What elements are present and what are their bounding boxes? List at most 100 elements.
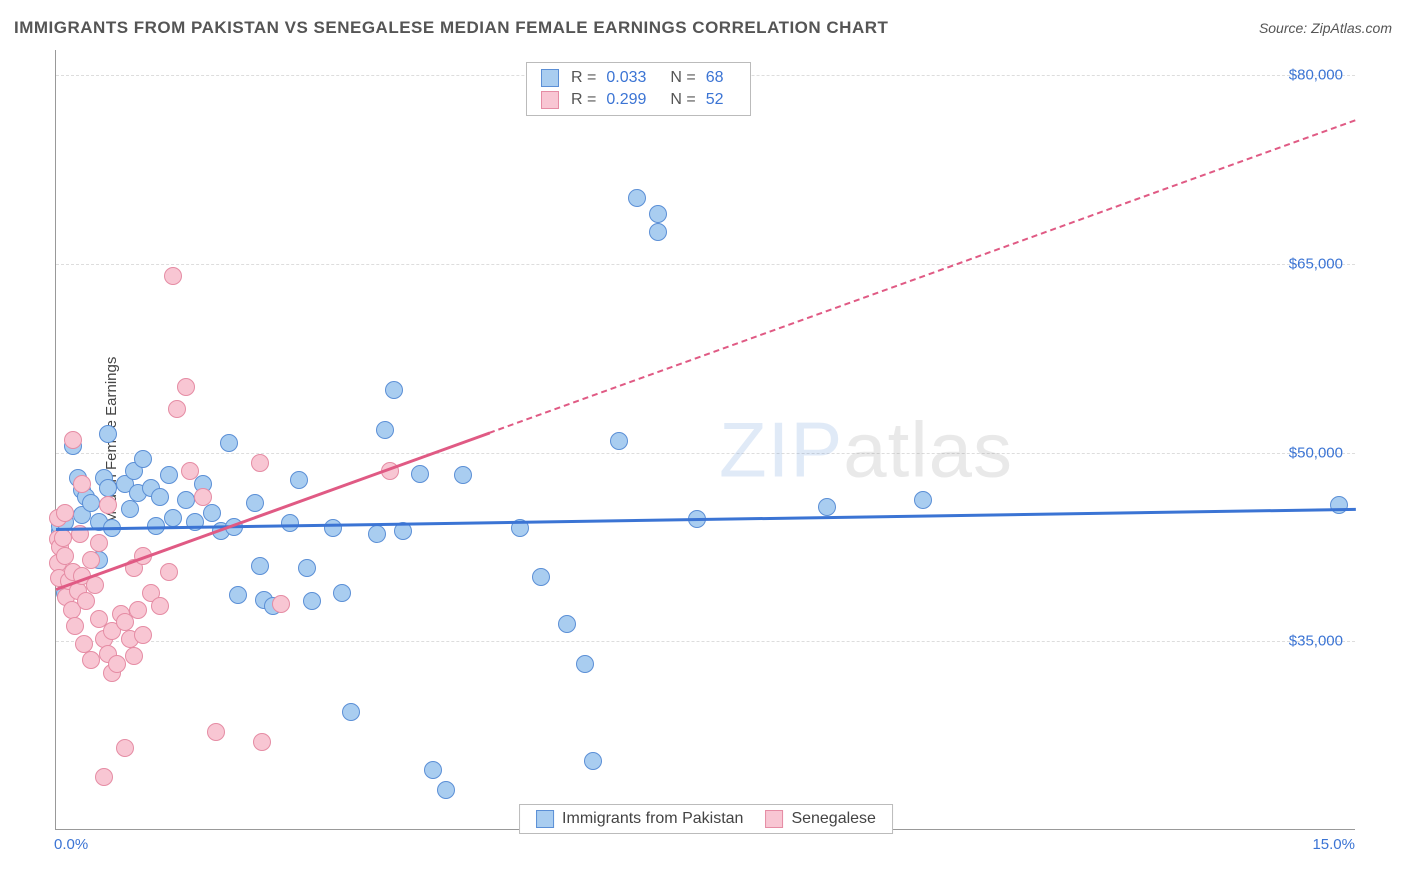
scatter-point [181,462,199,480]
legend-swatch [536,810,554,828]
scatter-point [99,479,117,497]
scatter-point [251,454,269,472]
scatter-point [220,434,238,452]
gridline [56,264,1355,265]
scatter-point [99,496,117,514]
scatter-point [628,189,646,207]
scatter-point [73,475,91,493]
scatter-point [54,529,72,547]
scatter-point [108,655,126,673]
watermark: ZIPatlas [719,405,1013,496]
y-tick-label: $35,000 [1289,633,1343,650]
legend-label: Senegalese [791,810,876,828]
scatter-point [164,509,182,527]
x-tick-label: 15.0% [1312,836,1355,853]
scatter-point [121,500,139,518]
scatter-point [160,563,178,581]
scatter-point [151,597,169,615]
legend-swatch [541,91,559,109]
stat-r-value: 0.299 [606,91,646,109]
scatter-point [177,378,195,396]
scatter-point [298,559,316,577]
scatter-point [129,601,147,619]
stat-r-label: R = [571,91,596,109]
scatter-plot: Median Female Earnings $35,000$50,000$65… [55,50,1355,830]
scatter-point [558,615,576,633]
scatter-point [368,525,386,543]
scatter-point [342,703,360,721]
stat-n-value: 52 [706,91,724,109]
scatter-point [1330,496,1348,514]
scatter-point [177,491,195,509]
scatter-point [125,647,143,665]
scatter-point [437,781,455,799]
scatter-point [324,519,342,537]
title-bar: IMMIGRANTS FROM PAKISTAN VS SENEGALESE M… [14,18,1392,38]
scatter-point [75,635,93,653]
scatter-point [134,626,152,644]
x-tick-label: 0.0% [54,836,88,853]
scatter-point [333,584,351,602]
scatter-point [99,425,117,443]
gridline [56,453,1355,454]
scatter-point [203,504,221,522]
scatter-point [454,466,472,484]
scatter-point [160,466,178,484]
y-tick-label: $50,000 [1289,444,1343,461]
y-tick-label: $65,000 [1289,255,1343,272]
stat-r-value: 0.033 [606,69,646,87]
scatter-point [914,491,932,509]
legend-swatch [541,69,559,87]
stats-legend: R = 0.033 N = 68 R = 0.299 N = 52 [526,62,751,116]
series-legend: Immigrants from Pakistan Senegalese [519,804,893,834]
stat-n-value: 68 [706,69,724,87]
scatter-point [303,592,321,610]
source-label: Source: ZipAtlas.com [1259,20,1392,36]
scatter-point [251,557,269,575]
scatter-point [385,381,403,399]
scatter-point [253,733,271,751]
scatter-point [116,739,134,757]
scatter-point [246,494,264,512]
stat-n-label: N = [670,91,695,109]
scatter-point [610,432,628,450]
scatter-point [151,488,169,506]
scatter-point [272,595,290,613]
scatter-point [207,723,225,741]
legend-item: Immigrants from Pakistan [536,810,743,828]
legend-swatch [765,810,783,828]
scatter-point [164,267,182,285]
scatter-point [376,421,394,439]
stats-row: R = 0.033 N = 68 [527,67,750,89]
scatter-point [649,205,667,223]
scatter-point [77,592,95,610]
y-tick-label: $80,000 [1289,67,1343,84]
scatter-point [229,586,247,604]
trend-line [489,119,1356,434]
scatter-point [168,400,186,418]
scatter-point [64,431,82,449]
scatter-point [194,488,212,506]
legend-label: Immigrants from Pakistan [562,810,743,828]
scatter-point [424,761,442,779]
scatter-point [66,617,84,635]
scatter-point [818,498,836,516]
scatter-point [290,471,308,489]
stat-r-label: R = [571,69,596,87]
scatter-point [82,494,100,512]
scatter-point [90,534,108,552]
scatter-point [576,655,594,673]
scatter-point [56,504,74,522]
scatter-point [82,551,100,569]
scatter-point [281,514,299,532]
gridline [56,641,1355,642]
scatter-point [584,752,602,770]
scatter-point [411,465,429,483]
legend-item: Senegalese [765,810,876,828]
scatter-point [649,223,667,241]
scatter-point [82,651,100,669]
stats-row: R = 0.299 N = 52 [527,89,750,111]
stat-n-label: N = [670,69,695,87]
scatter-point [56,547,74,565]
scatter-point [95,768,113,786]
